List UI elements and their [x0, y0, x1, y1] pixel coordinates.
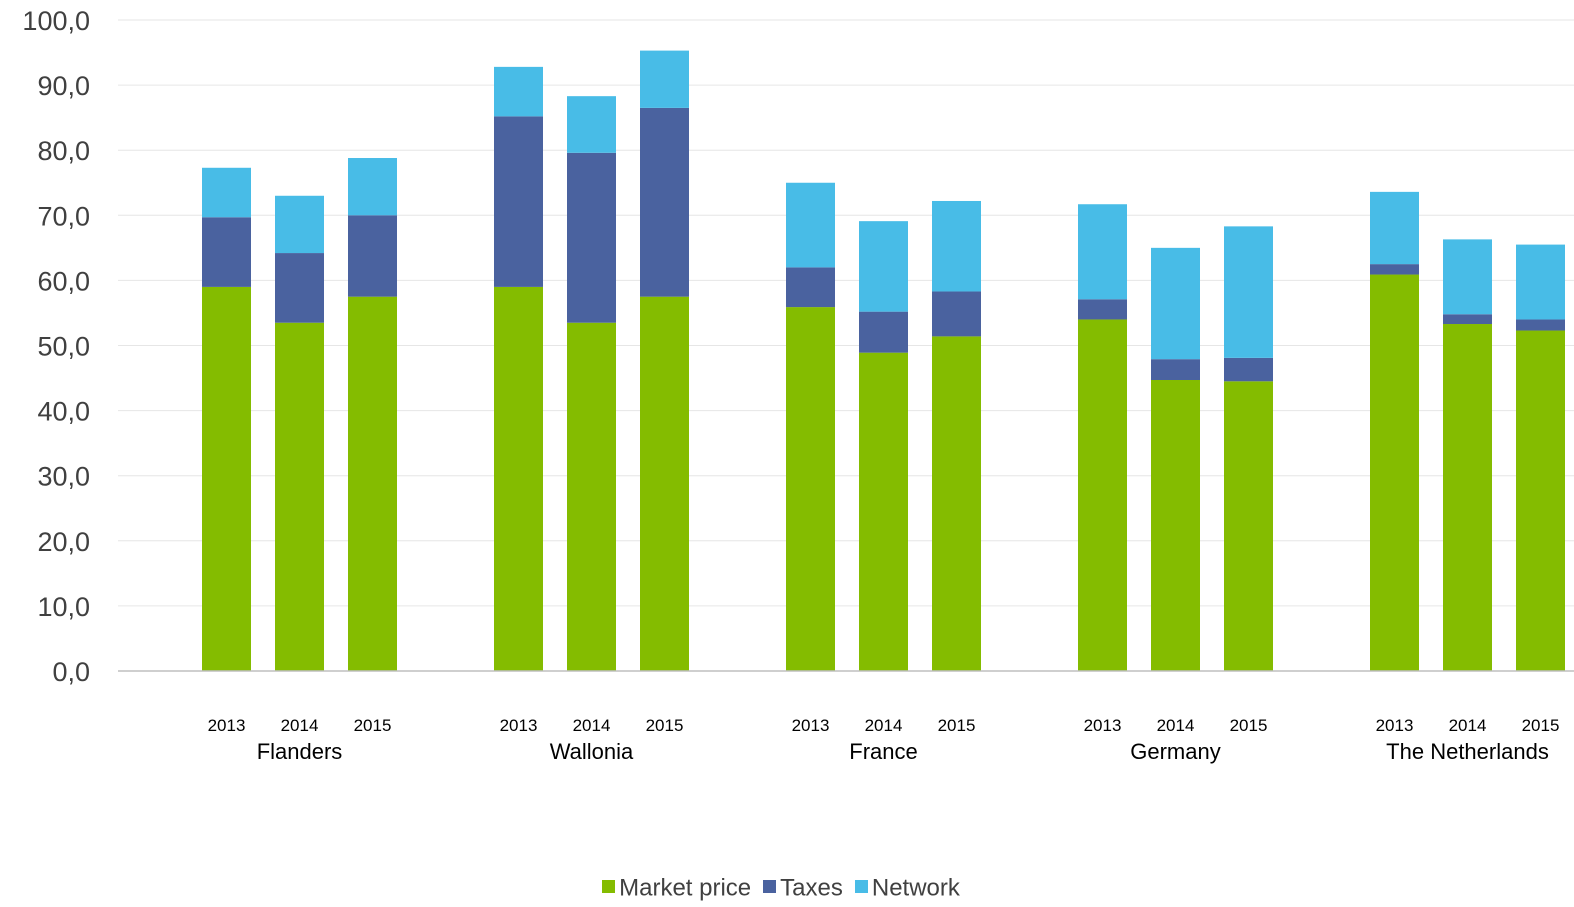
bar-segment-taxes — [567, 152, 616, 323]
year-tick-label: 2015 — [646, 716, 684, 735]
bar-segment-network — [494, 66, 543, 117]
bar-segment-taxes — [640, 107, 689, 297]
legend-item: Taxes — [763, 874, 843, 903]
year-tick-label: 2013 — [500, 716, 538, 735]
year-tick-label: 2014 — [865, 716, 903, 735]
legend-label: Taxes — [780, 874, 843, 902]
legend: Market price Taxes Network — [0, 874, 1574, 903]
x-axis-labels: 2013 2014 2015 Flanders 2013 2014 2015 Wallonia… — [208, 716, 1560, 764]
y-tick-label: 100,0 — [22, 6, 90, 36]
bars — [202, 50, 1565, 671]
bar-segment-network — [859, 221, 908, 312]
year-tick-label: 2015 — [1230, 716, 1268, 735]
legend-swatch — [763, 880, 777, 894]
bar-segment-taxes — [932, 291, 981, 337]
year-tick-label: 2013 — [208, 716, 246, 735]
bar-segment-network — [202, 167, 251, 218]
bar-segment-network — [786, 182, 835, 268]
year-tick-label: 2013 — [1084, 716, 1122, 735]
year-tick-label: 2014 — [573, 716, 611, 735]
bar-segment-taxes — [202, 217, 251, 287]
year-tick-label: 2014 — [281, 716, 319, 735]
bar-segment-market-price — [640, 296, 689, 671]
y-tick-label: 30,0 — [37, 462, 90, 492]
bar-segment-market-price — [202, 286, 251, 671]
bar-segment-market-price — [1516, 330, 1565, 671]
legend-item: Network — [854, 874, 960, 903]
region-label: Wallonia — [550, 739, 634, 764]
year-tick-label: 2014 — [1449, 716, 1487, 735]
y-tick-label: 80,0 — [37, 136, 90, 166]
bar-segment-network — [567, 96, 616, 153]
bar-segment-taxes — [1224, 357, 1273, 382]
legend-swatch — [854, 880, 868, 894]
bar-segment-network — [1443, 239, 1492, 315]
bar-segment-market-price — [932, 336, 981, 671]
bar-segment-taxes — [786, 267, 835, 308]
year-tick-label: 2015 — [938, 716, 976, 735]
y-tick-label: 50,0 — [37, 332, 90, 362]
region-label: France — [849, 739, 917, 764]
region-label: Flanders — [257, 739, 343, 764]
bar-segment-taxes — [275, 253, 324, 323]
bar-segment-network — [1516, 244, 1565, 320]
bar-segment-market-price — [786, 307, 835, 671]
bar-segment-market-price — [1078, 319, 1127, 671]
bar-segment-taxes — [859, 311, 908, 353]
y-axis-tick-labels: 0,0 10,0 20,0 30,0 40,0 50,0 60,0 70,0 80,0 90,0 1… — [22, 6, 90, 687]
bar-segment-taxes — [1151, 359, 1200, 381]
legend-item: Market price — [602, 874, 751, 903]
bar-segment-network — [1078, 204, 1127, 300]
y-tick-label: 70,0 — [37, 201, 90, 231]
y-tick-label: 0,0 — [52, 657, 90, 687]
legend-label: Market price — [619, 874, 752, 902]
bar-segment-market-price — [494, 286, 543, 671]
year-tick-label: 2015 — [354, 716, 392, 735]
bar-segment-market-price — [567, 322, 616, 671]
stacked-bar-chart: 0,0 10,0 20,0 30,0 40,0 50,0 60,0 70,0 80,0 90,0 1… — [22, 6, 1574, 764]
legend-label: Network — [871, 874, 960, 902]
bar-segment-market-price — [275, 322, 324, 671]
year-tick-label: 2013 — [792, 716, 830, 735]
y-tick-label: 40,0 — [37, 397, 90, 427]
bar-segment-taxes — [1516, 319, 1565, 331]
bar-segment-market-price — [1224, 381, 1273, 671]
bar-segment-taxes — [1078, 299, 1127, 320]
y-tick-label: 90,0 — [37, 71, 90, 101]
gridlines — [118, 19, 1574, 607]
bar-segment-market-price — [1151, 380, 1200, 671]
bar-segment-taxes — [1443, 314, 1492, 325]
y-tick-label: 60,0 — [37, 266, 90, 296]
bar-segment-taxes — [494, 116, 543, 287]
bar-segment-network — [348, 158, 397, 216]
bar-segment-market-price — [348, 296, 397, 671]
bar-segment-market-price — [1370, 274, 1419, 671]
y-tick-label: 10,0 — [37, 592, 90, 622]
bar-segment-network — [640, 50, 689, 108]
bar-segment-network — [275, 195, 324, 254]
bar-segment-network — [1370, 191, 1419, 265]
year-tick-label: 2015 — [1522, 716, 1560, 735]
bar-segment-market-price — [859, 352, 908, 671]
bar-segment-taxes — [1370, 264, 1419, 275]
region-label: Germany — [1130, 739, 1220, 764]
bar-segment-market-price — [1443, 324, 1492, 671]
bar-segment-network — [1151, 247, 1200, 360]
bar-segment-network — [1224, 226, 1273, 358]
y-tick-label: 20,0 — [37, 527, 90, 557]
bar-segment-network — [932, 200, 981, 292]
legend-swatch — [602, 880, 616, 894]
year-tick-label: 2014 — [1157, 716, 1195, 735]
region-label: The Netherlands — [1386, 739, 1549, 764]
year-tick-label: 2013 — [1376, 716, 1414, 735]
bar-segment-taxes — [348, 215, 397, 297]
